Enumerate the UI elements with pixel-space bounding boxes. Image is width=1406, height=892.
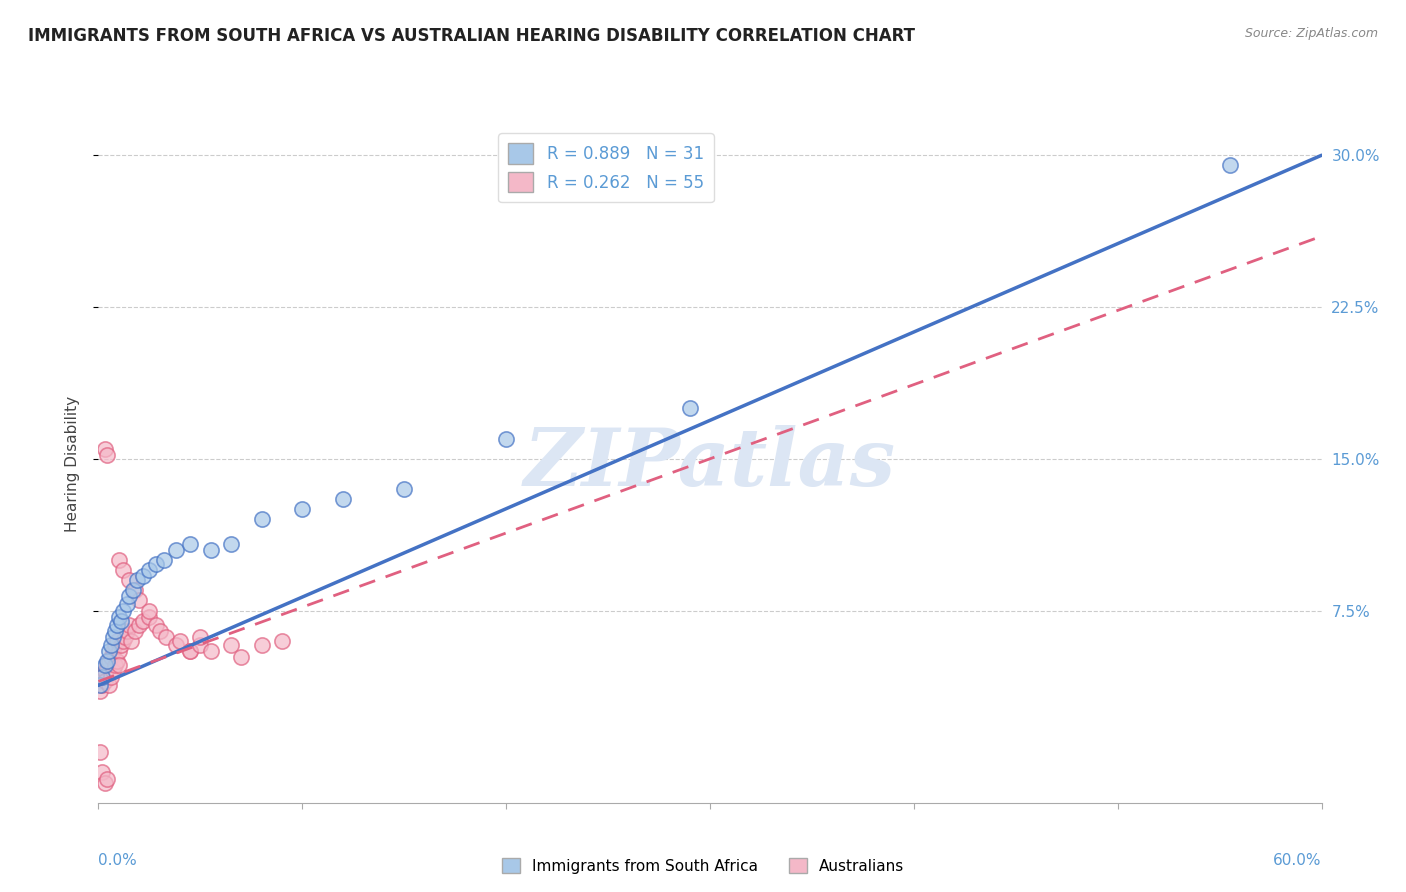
Point — [104, 624, 127, 638]
Point — [111, 603, 134, 617]
Point — [124, 583, 146, 598]
Point — [155, 630, 177, 644]
Point — [132, 614, 155, 628]
Point — [104, 658, 127, 673]
Point — [111, 634, 134, 648]
Point — [152, 553, 174, 567]
Point — [100, 650, 122, 665]
Point — [188, 638, 212, 652]
Point — [101, 665, 124, 679]
Point — [104, 638, 127, 652]
Point — [219, 638, 242, 652]
Point — [91, 670, 114, 684]
Point — [108, 609, 131, 624]
Point — [250, 638, 273, 652]
Point — [91, 670, 114, 684]
Text: Source: ZipAtlas.com: Source: ZipAtlas.com — [1244, 27, 1378, 40]
Point — [89, 674, 111, 689]
Point — [91, 678, 114, 692]
Point — [93, 674, 115, 689]
Point — [115, 598, 138, 612]
Point — [108, 644, 131, 658]
Point — [89, 745, 111, 759]
Point — [138, 609, 160, 624]
Point — [138, 603, 160, 617]
Point — [169, 634, 191, 648]
Text: 0.0%: 0.0% — [98, 854, 138, 869]
Point — [118, 617, 141, 632]
Point — [200, 644, 222, 658]
Point — [111, 563, 134, 577]
Point — [118, 573, 141, 587]
Y-axis label: Hearing Disability: Hearing Disability — [65, 396, 80, 532]
Point — [200, 542, 222, 557]
Point — [96, 772, 118, 786]
Legend: R = 0.889   N = 31, R = 0.262   N = 55: R = 0.889 N = 31, R = 0.262 N = 55 — [498, 133, 714, 202]
Point — [1219, 158, 1241, 172]
Point — [124, 624, 146, 638]
Point — [679, 401, 702, 416]
Point — [93, 775, 115, 789]
Point — [101, 644, 124, 658]
Point — [115, 624, 138, 638]
Point — [93, 658, 115, 673]
Point — [96, 654, 118, 668]
Point — [105, 654, 128, 668]
Point — [97, 654, 120, 668]
Point — [145, 617, 167, 632]
Point — [108, 553, 131, 567]
Point — [165, 542, 187, 557]
Point — [89, 684, 111, 698]
Point — [93, 665, 115, 679]
Point — [179, 537, 201, 551]
Point — [149, 624, 172, 638]
Point — [145, 557, 167, 571]
Point — [110, 638, 132, 652]
Text: 60.0%: 60.0% — [1274, 854, 1322, 869]
Point — [101, 630, 124, 644]
Text: ZIPatlas: ZIPatlas — [524, 425, 896, 502]
Point — [100, 670, 122, 684]
Point — [127, 573, 149, 587]
Legend: Immigrants from South Africa, Australians: Immigrants from South Africa, Australian… — [495, 852, 911, 880]
Point — [188, 630, 212, 644]
Point — [250, 512, 273, 526]
Point — [231, 650, 253, 665]
Point — [128, 593, 150, 607]
Point — [93, 442, 115, 456]
Point — [105, 634, 128, 648]
Point — [165, 638, 187, 652]
Point — [97, 678, 120, 692]
Point — [100, 638, 122, 652]
Point — [495, 432, 517, 446]
Point — [96, 448, 118, 462]
Point — [219, 537, 242, 551]
Point — [132, 569, 155, 583]
Point — [89, 678, 111, 692]
Point — [118, 590, 141, 604]
Point — [291, 502, 314, 516]
Point — [110, 614, 132, 628]
Point — [114, 630, 136, 644]
Point — [128, 617, 150, 632]
Point — [122, 583, 145, 598]
Point — [120, 634, 142, 648]
Point — [108, 658, 131, 673]
Point — [91, 765, 114, 780]
Point — [105, 617, 128, 632]
Point — [138, 563, 160, 577]
Text: IMMIGRANTS FROM SOUTH AFRICA VS AUSTRALIAN HEARING DISABILITY CORRELATION CHART: IMMIGRANTS FROM SOUTH AFRICA VS AUSTRALI… — [28, 27, 915, 45]
Point — [96, 658, 118, 673]
Point — [179, 644, 201, 658]
Point — [332, 492, 354, 507]
Point — [97, 644, 120, 658]
Point — [392, 482, 416, 496]
Point — [179, 644, 201, 658]
Point — [270, 634, 294, 648]
